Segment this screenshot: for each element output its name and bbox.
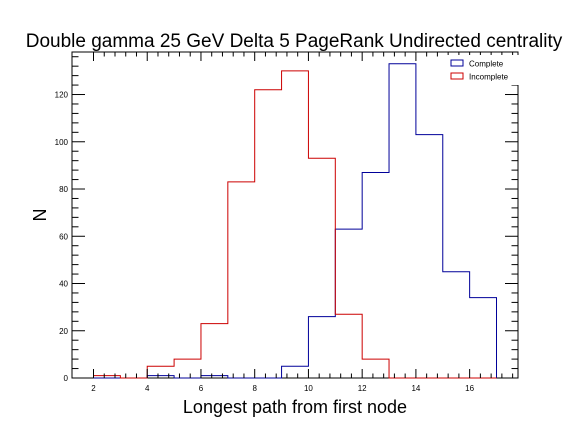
legend: Complete Incomplete xyxy=(445,55,519,85)
series-group xyxy=(92,63,498,379)
axes-group: 2 4 6 8 10 12 14 16 0 20 40 60 80 100 120 xyxy=(55,52,518,393)
x-tick-label: 6 xyxy=(199,384,204,393)
plot-frame xyxy=(71,51,519,379)
x-tick-label: 16 xyxy=(465,384,474,393)
legend-swatch-incomplete xyxy=(450,72,464,80)
y-tick-label: 40 xyxy=(59,280,68,289)
y-tick-label: 120 xyxy=(55,91,69,100)
y-tick-label: 20 xyxy=(59,327,68,336)
plot-frame-group xyxy=(71,51,519,379)
x-tick-label: 8 xyxy=(252,384,257,393)
x-tick-label: 10 xyxy=(304,384,313,393)
y-tick-label: 60 xyxy=(59,232,68,241)
x-axis-label: Longest path from first node xyxy=(183,397,407,417)
x-tick-label: 4 xyxy=(145,384,150,393)
legend-label-incomplete: Incomplete xyxy=(469,73,509,82)
series-line-complete xyxy=(93,63,498,379)
legend-label-complete: Complete xyxy=(469,60,504,69)
x-tick-label: 14 xyxy=(411,384,420,393)
x-tick-label: 2 xyxy=(91,384,96,393)
y-tick-label: 80 xyxy=(59,185,68,194)
series-line-incomplete xyxy=(92,70,497,379)
legend-swatch-complete xyxy=(450,59,464,67)
x-tick-label: 12 xyxy=(358,384,367,393)
y-axis-label: N xyxy=(30,209,50,222)
y-tick-label: 100 xyxy=(55,138,69,147)
y-tick-label: 0 xyxy=(64,374,69,383)
chart-title: Double gamma 25 GeV Delta 5 PageRank Und… xyxy=(26,31,563,52)
